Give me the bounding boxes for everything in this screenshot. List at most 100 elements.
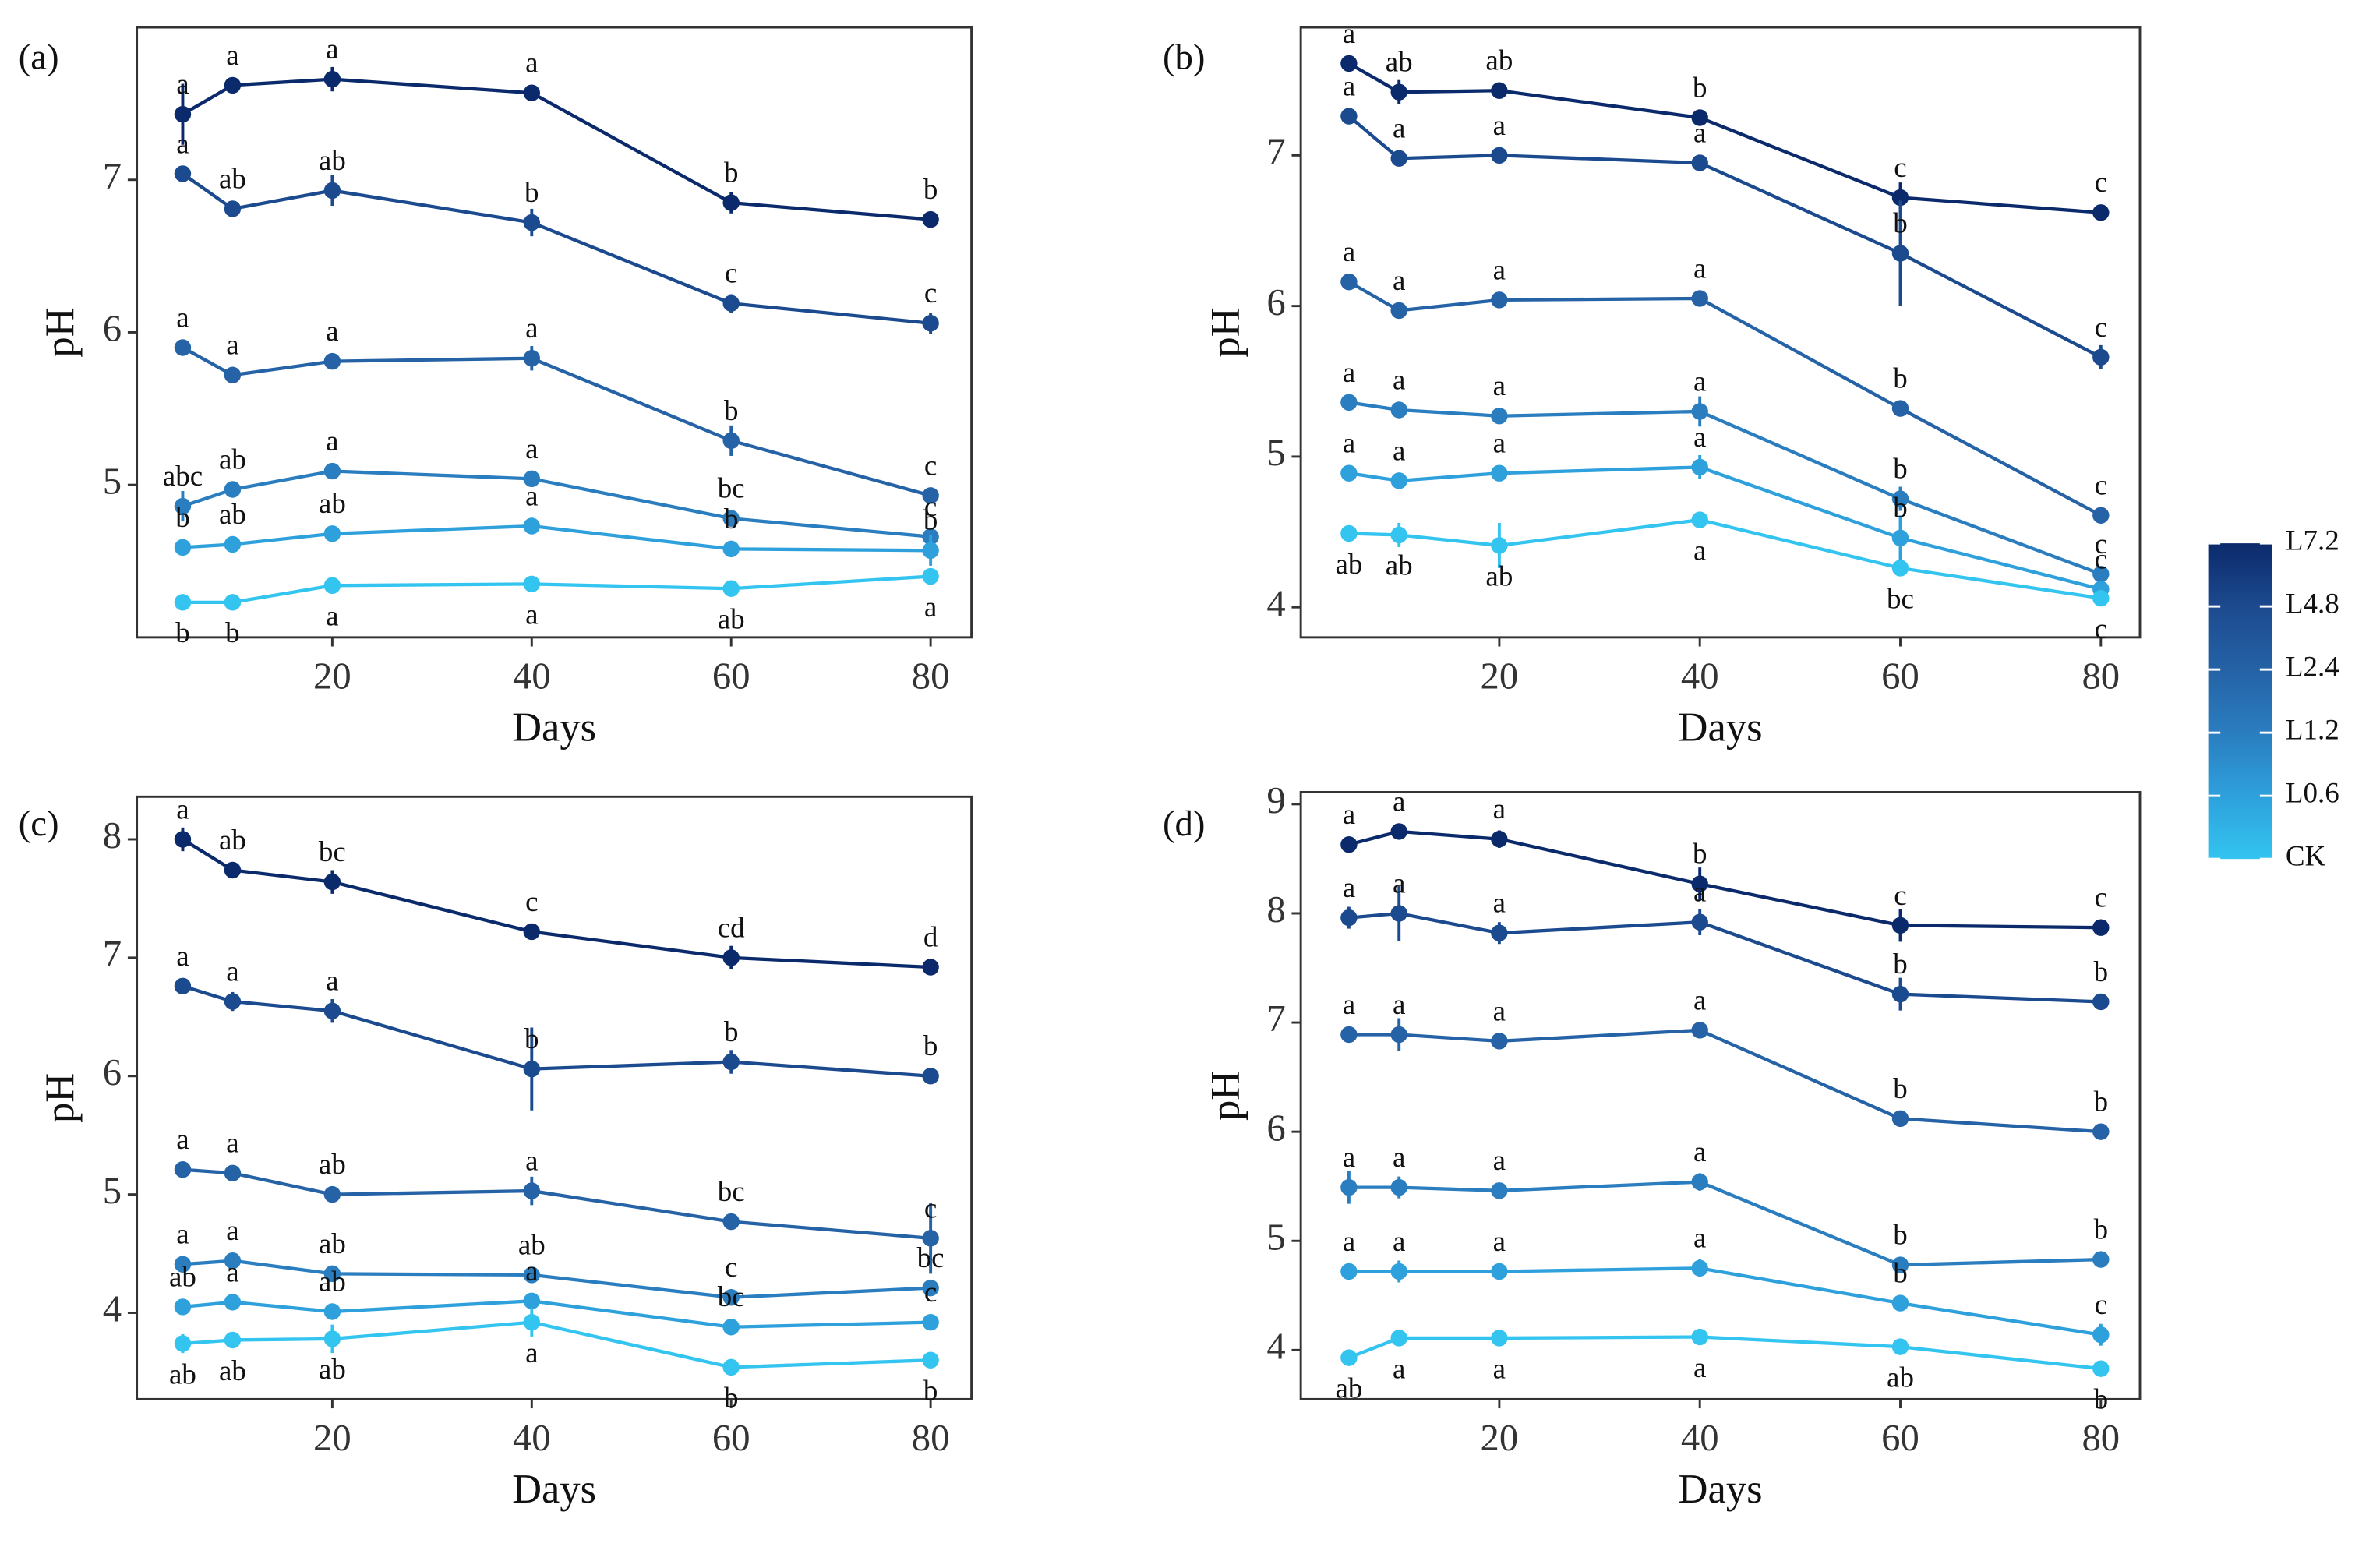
data-point: [2092, 1326, 2110, 1344]
significance-letter: b: [923, 505, 938, 537]
significance-letter: ab: [319, 1228, 346, 1260]
data-point: [1340, 394, 1358, 411]
data-point: [1691, 154, 1708, 171]
legend-label: CK: [2286, 841, 2326, 873]
data-point: [174, 165, 192, 182]
data-point: [1390, 1263, 1407, 1280]
legend-label: L7.2: [2286, 525, 2339, 557]
significance-letter: bc: [319, 836, 346, 868]
data-point: [224, 1164, 242, 1181]
data-point: [1340, 1349, 1358, 1366]
significance-letter: a: [1693, 422, 1706, 454]
data-point: [1390, 83, 1407, 101]
y-tick-label: 5: [1266, 432, 1285, 474]
significance-letter: b: [1693, 72, 1707, 104]
significance-letter: ab: [1386, 550, 1413, 582]
data-point: [2092, 507, 2110, 524]
significance-letter: b: [1893, 1073, 1908, 1105]
significance-letter: c: [2095, 470, 2107, 502]
significance-letter: a: [1693, 1223, 1706, 1255]
data-point: [1390, 401, 1407, 419]
legend-label: L1.2: [2286, 715, 2339, 747]
data-point: [2092, 565, 2110, 583]
series-line: [182, 1167, 931, 1240]
data-point: [323, 1002, 341, 1019]
data-point: [1891, 189, 1909, 207]
significance-letter: a: [326, 966, 338, 998]
significance-letter: c: [924, 491, 937, 523]
significance-letter: ab: [1335, 1372, 1362, 1404]
series-line: [182, 984, 931, 1078]
data-point: [2092, 204, 2110, 221]
significance-letter: a: [176, 941, 189, 973]
significance-letter: ab: [1485, 45, 1513, 77]
y-tick-label: 8: [1266, 888, 1285, 931]
significance-letter: b: [1893, 493, 1908, 524]
series-line: [182, 346, 931, 497]
data-point: [2092, 1360, 2110, 1377]
significance-letter: a: [326, 34, 338, 65]
x-tick-label: 60: [712, 1417, 750, 1459]
series-line: [182, 524, 931, 553]
data-point: [722, 510, 740, 527]
data-point: [174, 539, 192, 556]
significance-letter: a: [1393, 1353, 1405, 1385]
significance-letter: d: [923, 921, 938, 953]
data-point: [922, 959, 939, 976]
significance-letter: c: [924, 1277, 937, 1309]
significance-letter: c: [725, 1252, 737, 1284]
series-line: [182, 838, 931, 969]
data-point: [2092, 589, 2110, 607]
significance-letter: a: [226, 955, 238, 987]
significance-letter: b: [524, 177, 539, 209]
significance-letter: b: [1893, 362, 1908, 394]
significance-letter: bc: [718, 473, 745, 505]
significance-letter: c: [525, 886, 538, 918]
data-point: [1340, 1178, 1358, 1196]
data-point: [1491, 924, 1508, 941]
data-point: [1691, 875, 1708, 892]
data-point: [1340, 108, 1358, 125]
data-point: [1891, 560, 1909, 577]
data-point: [323, 462, 341, 480]
significance-letter: a: [1343, 428, 1355, 460]
significance-letter: c: [924, 1192, 937, 1224]
data-point: [922, 1068, 939, 1085]
plot-frame: [136, 26, 973, 639]
significance-letter: ab: [1386, 47, 1413, 79]
x-tick-label: 20: [1481, 1417, 1519, 1459]
significance-letter: bc: [718, 1176, 745, 1208]
significance-letter: c: [2095, 543, 2107, 575]
series-line: [1348, 1028, 2101, 1134]
significance-letter: a: [1693, 984, 1706, 1016]
significance-letter: a: [1693, 117, 1706, 149]
significance-letter: a: [176, 69, 189, 101]
significance-letter: ab: [1887, 1362, 1914, 1393]
data-point: [174, 339, 192, 356]
y-tick-label: 4: [1266, 1326, 1285, 1368]
y-tick-label: 9: [1266, 779, 1285, 821]
data-point: [722, 432, 740, 450]
significance-letter: b: [724, 157, 739, 189]
data-point: [1691, 109, 1708, 126]
significance-letter: a: [226, 40, 238, 72]
data-point: [722, 1289, 740, 1306]
data-point: [1491, 831, 1508, 848]
data-point: [174, 1161, 192, 1178]
data-point: [722, 580, 740, 597]
y-tick-label: 4: [1266, 582, 1285, 624]
significance-letter: b: [724, 1016, 739, 1048]
significance-letter: a: [176, 1124, 189, 1156]
significance-letter: b: [1893, 453, 1908, 485]
y-tick-label: 7: [103, 933, 122, 975]
data-point: [323, 1265, 341, 1283]
x-tick-label: 80: [912, 1417, 950, 1459]
significance-letter: ab: [319, 488, 346, 520]
series-line: [1348, 517, 2102, 600]
data-point: [323, 873, 341, 891]
data-point: [323, 525, 341, 542]
series-line: [1348, 1266, 2102, 1337]
significance-letter: c: [924, 277, 937, 309]
data-point: [1340, 836, 1358, 853]
plot-frame: [1299, 26, 2142, 639]
